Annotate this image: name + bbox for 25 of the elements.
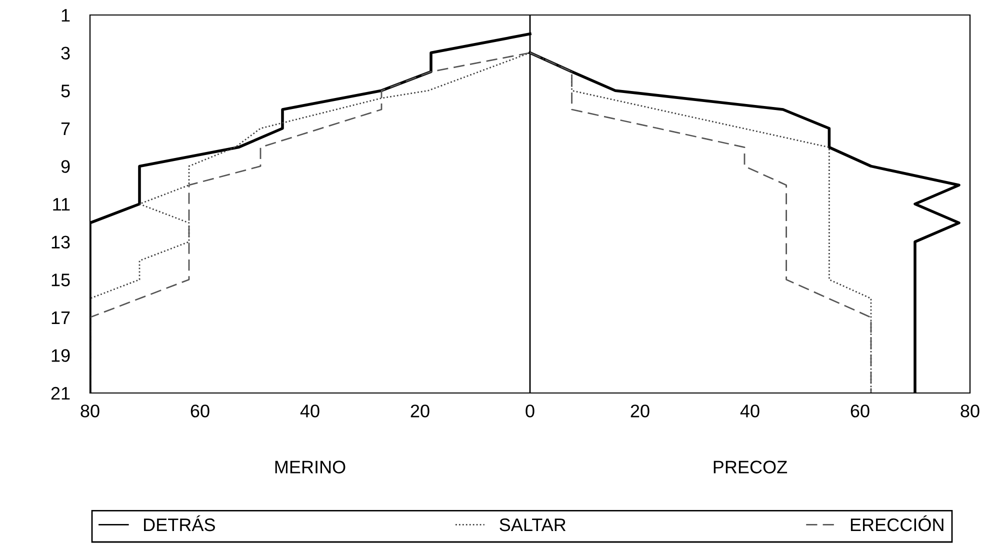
x-tick-label: 80 (960, 404, 980, 418)
x-tick-label: 60 (850, 404, 870, 418)
y-tick-label: 17 (52, 312, 70, 324)
y-tick-label: 15 (52, 274, 70, 286)
text: MERINO (275, 460, 346, 474)
x-tick-label: 80 (80, 404, 100, 418)
x-tick-label: 0 (526, 404, 534, 418)
x-tick-label: 20 (630, 404, 650, 418)
y-tick-label: 11 (53, 198, 70, 211)
legend-label: SALTAR (500, 518, 566, 532)
y-tick-label: 21 (51, 386, 70, 400)
y-tick-label: 5 (61, 84, 70, 98)
text: PRECOZ (714, 460, 788, 474)
y-tick-label: 9 (61, 160, 70, 173)
legend-label: DETRÁS (144, 515, 215, 532)
y-tick-label: 3 (61, 46, 70, 60)
y-tick-label: 7 (61, 122, 70, 135)
x-tick-label: 60 (190, 404, 210, 418)
x-tick-label: 40 (740, 404, 760, 418)
y-tick-label: 13 (52, 236, 70, 249)
x-tick-label: 40 (300, 404, 320, 418)
y-tick-label: 1 (62, 9, 70, 22)
x-tick-label: 20 (410, 404, 430, 418)
y-tick-label: 19 (52, 349, 70, 362)
legend-label: ERECCIÓN (850, 515, 944, 532)
